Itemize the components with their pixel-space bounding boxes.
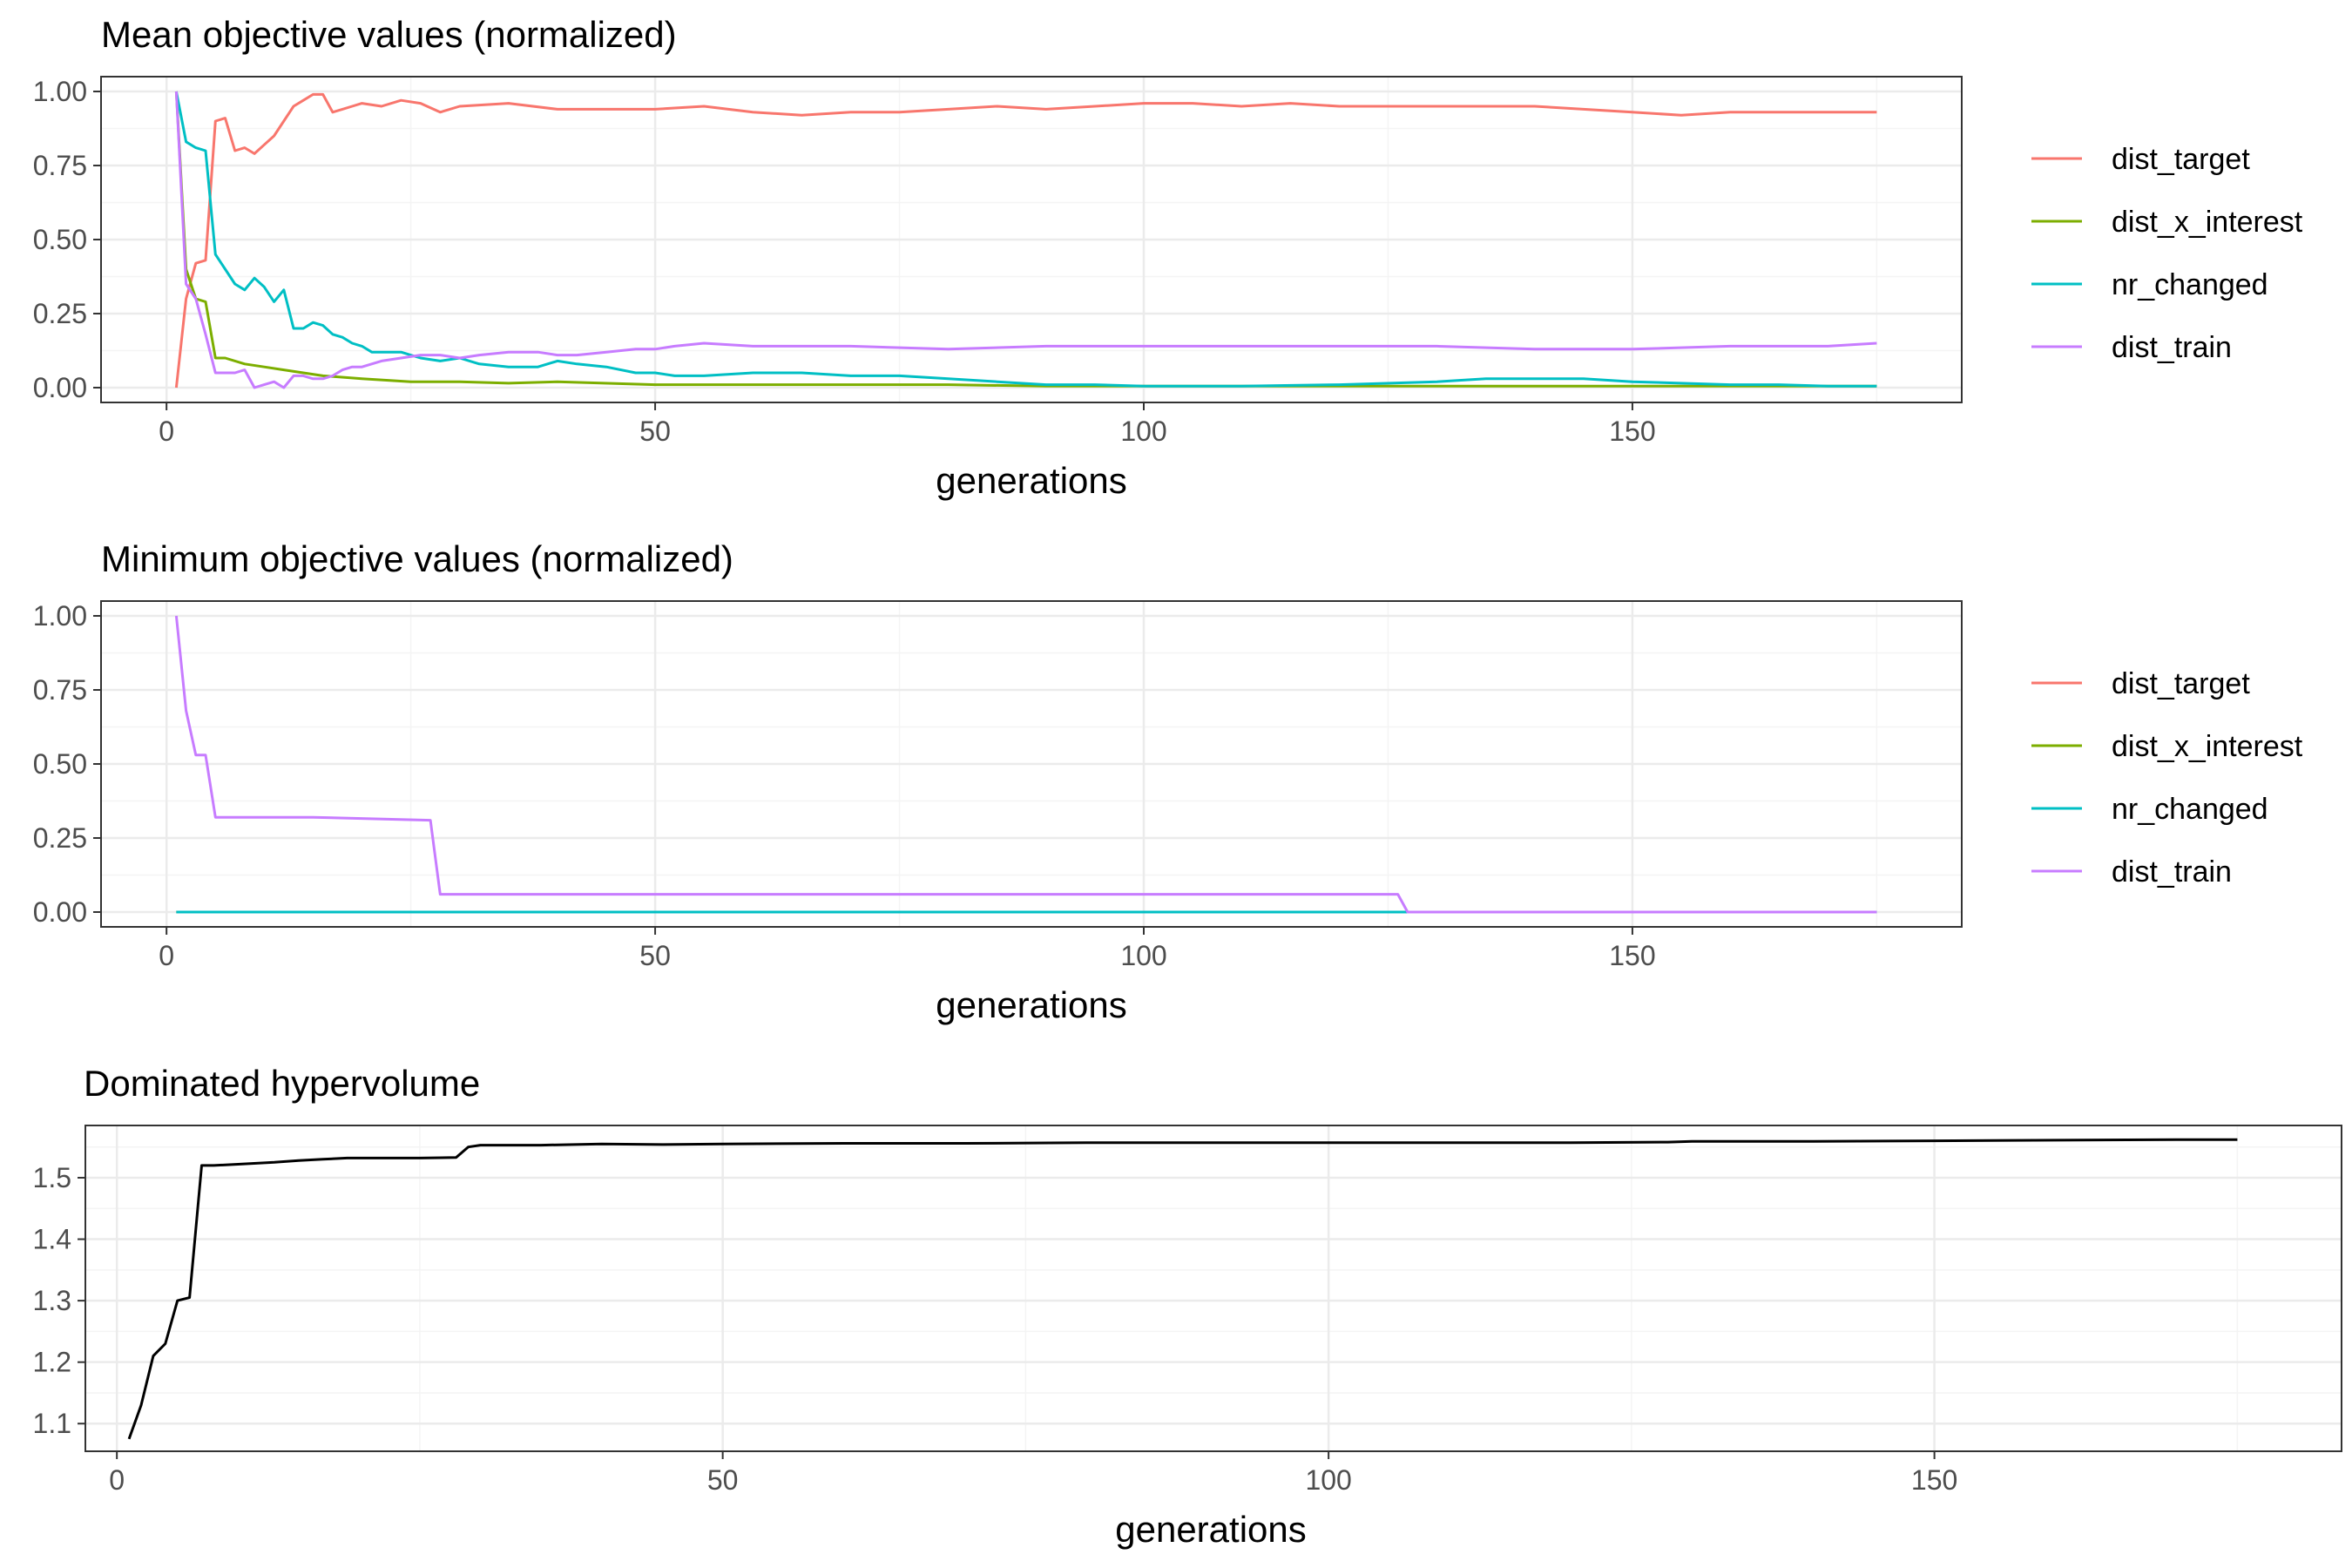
y-tick-label: 0.00 — [33, 896, 87, 928]
chart-title: Dominated hypervolume — [84, 1063, 480, 1104]
series-line-dist_x_interest — [174, 91, 1877, 388]
y-tick-label: 1.00 — [33, 600, 87, 632]
y-tick-label: 0.50 — [33, 224, 87, 255]
x-tick-label: 0 — [159, 416, 174, 447]
legend-item-dist_target: dist_target — [2031, 143, 2250, 176]
x-tick-label: 50 — [639, 940, 671, 971]
y-tick-label: 0.75 — [33, 150, 87, 181]
x-tick-label: 150 — [1911, 1464, 1957, 1496]
x-tick-label: 100 — [1305, 1464, 1351, 1496]
legend-item-dist_train: dist_train — [2031, 855, 2232, 889]
x-axis-label: generations — [936, 984, 1127, 1025]
y-tick-label: 1.5 — [33, 1162, 71, 1193]
chart-title: Mean objective values (normalized) — [101, 14, 677, 55]
y-tick-label: 1.4 — [33, 1224, 71, 1255]
x-tick-label: 0 — [159, 940, 174, 971]
x-axis-label: generations — [1115, 1509, 1307, 1550]
legend-item-dist_target: dist_target — [2031, 667, 2250, 700]
hypervolume-chart: Dominated hypervolume 0 50 100 150 1.1 1.2 1.3… — [33, 1063, 2342, 1550]
series-line-dist_train — [174, 91, 1877, 389]
x-tick-label: 50 — [639, 416, 671, 447]
legend-label: dist_x_interest — [2112, 730, 2303, 763]
x-tick-label: 150 — [1609, 416, 1655, 447]
legend-label: dist_train — [2112, 331, 2232, 364]
panel-border — [84, 1125, 2342, 1452]
legend-label: nr_changed — [2112, 793, 2268, 826]
legend-label: dist_target — [2112, 143, 2250, 176]
legend-label: dist_x_interest — [2112, 206, 2303, 239]
y-tick-label: 1.1 — [33, 1408, 71, 1439]
legend-item-dist_train: dist_train — [2031, 331, 2232, 364]
mean-objectives-chart: Mean objective values (normalized) 0 50 10… — [33, 14, 2303, 501]
legend-item-nr_changed: nr_changed — [2031, 793, 2268, 826]
legend-label: dist_train — [2112, 855, 2232, 889]
x-tick-label: 150 — [1609, 940, 1655, 971]
y-tick-label: 1.3 — [33, 1285, 71, 1316]
legend-item-nr_changed: nr_changed — [2031, 268, 2268, 301]
series-line-dist_train — [174, 615, 1877, 914]
chart-title: Minimum objective values (normalized) — [101, 538, 733, 579]
y-tick-label: 0.75 — [33, 674, 87, 706]
y-tick-label: 0.25 — [33, 822, 87, 854]
y-tick-label: 0.25 — [33, 298, 87, 329]
legend: dist_target dist_x_interest nr_changeddist… — [2031, 667, 2303, 889]
minimum-objectives-chart: Minimum objective values (normalized) 0 5… — [33, 538, 2303, 1025]
x-axis-label: generations — [936, 460, 1127, 501]
series-line-nr_changed — [174, 91, 1877, 388]
series-line-dist_target — [174, 92, 1877, 389]
series-line-hypervolume — [127, 1138, 2238, 1440]
legend-label: nr_changed — [2112, 268, 2268, 301]
legend-label: dist_target — [2112, 667, 2250, 700]
x-tick-label: 100 — [1120, 416, 1166, 447]
y-tick-label: 0.50 — [33, 748, 87, 780]
y-tick-label: 1.2 — [33, 1347, 71, 1378]
y-tick-label: 1.00 — [33, 76, 87, 107]
y-tick-label: 0.00 — [33, 372, 87, 403]
x-tick-label: 50 — [707, 1464, 739, 1496]
x-tick-label: 100 — [1120, 940, 1166, 971]
legend-item-dist_x_interest: dist_x_interest — [2031, 206, 2303, 239]
legend-item-dist_x_interest: dist_x_interest — [2031, 730, 2303, 763]
legend: dist_target dist_x_interest nr_changeddist… — [2031, 143, 2303, 364]
x-tick-label: 0 — [109, 1464, 125, 1496]
